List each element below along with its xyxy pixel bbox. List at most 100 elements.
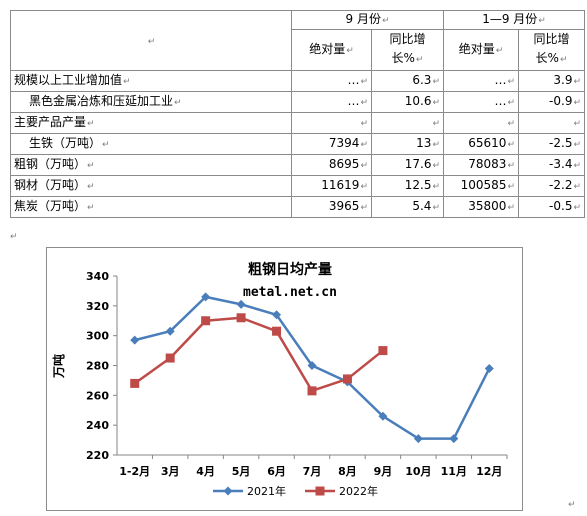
header-abs-1: 绝对量↵ xyxy=(291,29,372,71)
row-label-cell: 黑色金属冶炼和压延加工业↵ xyxy=(10,91,292,113)
header-abs-2: 绝对量↵ xyxy=(443,29,519,71)
table-row: 规模以上工业增加值↵ …↵ 6.3↵ …↵ 3.9↵ xyxy=(10,70,586,92)
sep-yoy-cell: 13↵ xyxy=(371,133,444,155)
series-line-1 xyxy=(134,316,384,393)
data-point xyxy=(378,346,388,356)
x-tick-label: 12月 xyxy=(476,465,502,478)
ytd-abs-cell: 35800↵ xyxy=(443,196,519,218)
data-point xyxy=(236,313,246,323)
row-label-cell: 规模以上工业增加值↵ xyxy=(10,70,292,92)
ytd-abs-cell: 65610↵ xyxy=(443,133,519,155)
data-point xyxy=(449,434,459,444)
x-tick-label: 9月 xyxy=(374,465,393,478)
sep-abs-cell: 7394↵ xyxy=(291,133,372,155)
table-body: 规模以上工业增加值↵ …↵ 6.3↵ …↵ 3.9↵ 黑色金属冶炼和压延加工业↵ …↵ 10.… xyxy=(10,70,586,218)
sep-abs-cell: 11619↵ xyxy=(291,175,372,197)
ytd-abs-cell: …↵ xyxy=(443,91,519,113)
y-tick-label: 300 xyxy=(86,330,109,343)
chart-subtitle: metal.net.cn xyxy=(243,285,337,300)
row-label-cell: 焦炭（万吨）↵ xyxy=(10,196,292,218)
ytd-abs-cell: ↵ xyxy=(443,112,519,134)
x-tick-label: 1-2月 xyxy=(119,465,150,478)
x-tick-label: 8月 xyxy=(338,465,357,478)
ytd-yoy-cell: -2.2↵ xyxy=(517,175,586,197)
data-point xyxy=(130,335,140,345)
x-tick-label: 10月 xyxy=(405,465,431,478)
data-point xyxy=(307,361,317,370)
table-row: 钢材（万吨）↵ 11619↵ 12.5↵ 100585↵ -2.2↵ xyxy=(10,175,586,197)
legend-marker xyxy=(223,486,233,496)
ytd-yoy-cell: -0.5↵ xyxy=(517,196,586,218)
row-label-cell: 生铁（万吨）↵ xyxy=(10,133,292,155)
table-row: 黑色金属冶炼和压延加工业↵ …↵ 10.6↵ …↵ -0.9↵ xyxy=(10,91,586,113)
table-row: 主要产品产量↵ ↵ ↵ ↵ ↵ xyxy=(10,112,586,134)
paragraph-mark: ↵ xyxy=(10,232,18,242)
legend-label: 2021年 xyxy=(247,484,286,498)
data-point xyxy=(484,363,494,373)
sep-abs-cell: …↵ xyxy=(291,70,372,92)
header-group-row: ↵ 9 月份↵ 1—9 月份↵ xyxy=(10,10,586,71)
sep-abs-cell: ↵ xyxy=(291,112,372,134)
ytd-yoy-cell: -0.9↵ xyxy=(517,91,586,113)
y-tick-label: 320 xyxy=(86,300,109,313)
data-point xyxy=(307,386,317,396)
legend-marker xyxy=(315,486,325,496)
x-tick-label: 4月 xyxy=(196,465,215,478)
legend: 2021年 2022年 xyxy=(213,484,378,498)
series-layer xyxy=(130,292,494,444)
x-tick-label: 7月 xyxy=(303,465,322,478)
sep-abs-cell: 3965↵ xyxy=(291,196,372,218)
row-label-cell: 钢材（万吨）↵ xyxy=(10,175,292,197)
axes-layer: 220 240 260 280 300 320 340 1-2月 3月 4月 5月 6月 7月 8月 9月 1… xyxy=(86,270,508,478)
sep-abs-cell: 8695↵ xyxy=(291,154,372,176)
data-point xyxy=(130,378,140,388)
legend-label: 2022年 xyxy=(339,484,378,498)
x-tick-label: 6月 xyxy=(267,465,286,478)
y-tick-label: 260 xyxy=(86,389,109,402)
chart-canvas: 粗钢日均产量 metal.net.cn 万吨 220 240 260 280 300 32… xyxy=(51,261,508,498)
ytd-abs-cell: …↵ xyxy=(443,70,519,92)
table-row: 生铁（万吨）↵ 7394↵ 13↵ 65610↵ -2.5↵ xyxy=(10,133,586,155)
ytd-yoy-cell: -3.4↵ xyxy=(517,154,586,176)
table-row: 粗钢（万吨）↵ 8695↵ 17.6↵ 78083↵ -3.4↵ xyxy=(10,154,586,176)
y-tick-label: 280 xyxy=(86,360,109,373)
row-label-cell: 粗钢（万吨）↵ xyxy=(10,154,292,176)
header-ytd-group: 1—9 月份↵ xyxy=(442,10,586,30)
data-point xyxy=(272,310,282,320)
x-tick-label: 5月 xyxy=(232,465,251,478)
data-point xyxy=(165,326,175,336)
sep-yoy-cell: 10.6↵ xyxy=(371,91,444,113)
data-point xyxy=(236,299,246,309)
data-point xyxy=(378,411,388,421)
data-point xyxy=(201,316,211,326)
table-row: 焦炭（万吨）↵ 3965↵ 5.4↵ 35800↵ -0.5↵ xyxy=(10,196,586,218)
sep-yoy-cell: 5.4↵ xyxy=(371,196,444,218)
crude-steel-chart: 粗钢日均产量 metal.net.cn 万吨 220 240 260 280 300 32… xyxy=(46,247,523,511)
ytd-yoy-cell: ↵ xyxy=(517,112,586,134)
ytd-yoy-cell: -2.5↵ xyxy=(517,133,586,155)
header-yoy-2: 同比增 长%↵ xyxy=(517,29,586,71)
sep-yoy-cell: 12.5↵ xyxy=(371,175,444,197)
y-tick-label: 220 xyxy=(86,449,109,462)
x-tick-label: 3月 xyxy=(161,465,180,478)
data-point xyxy=(201,292,211,302)
ytd-abs-cell: 100585↵ xyxy=(443,175,519,197)
sep-yoy-cell: 6.3↵ xyxy=(371,70,444,92)
data-point xyxy=(165,353,175,363)
y-axis-label: 万吨 xyxy=(51,354,66,379)
y-tick-label: 340 xyxy=(86,270,109,283)
sep-abs-cell: …↵ xyxy=(291,91,372,113)
ytd-yoy-cell: 3.9↵ xyxy=(517,70,586,92)
row-label-cell: 主要产品产量↵ xyxy=(10,112,292,134)
paragraph-mark-end: ↵ xyxy=(568,500,576,510)
y-tick-label: 240 xyxy=(86,419,109,432)
data-point xyxy=(342,374,352,384)
header-yoy-1: 同比增 长%↵ xyxy=(371,29,444,71)
x-tick-label: 11月 xyxy=(441,465,467,478)
header-corner-cell: ↵ xyxy=(10,10,292,71)
ytd-abs-cell: 78083↵ xyxy=(443,154,519,176)
header-sep-group: 9 月份↵ xyxy=(291,10,444,30)
chart-title: 粗钢日均产量 xyxy=(248,261,332,278)
data-point xyxy=(413,434,423,444)
data-point xyxy=(272,326,282,336)
